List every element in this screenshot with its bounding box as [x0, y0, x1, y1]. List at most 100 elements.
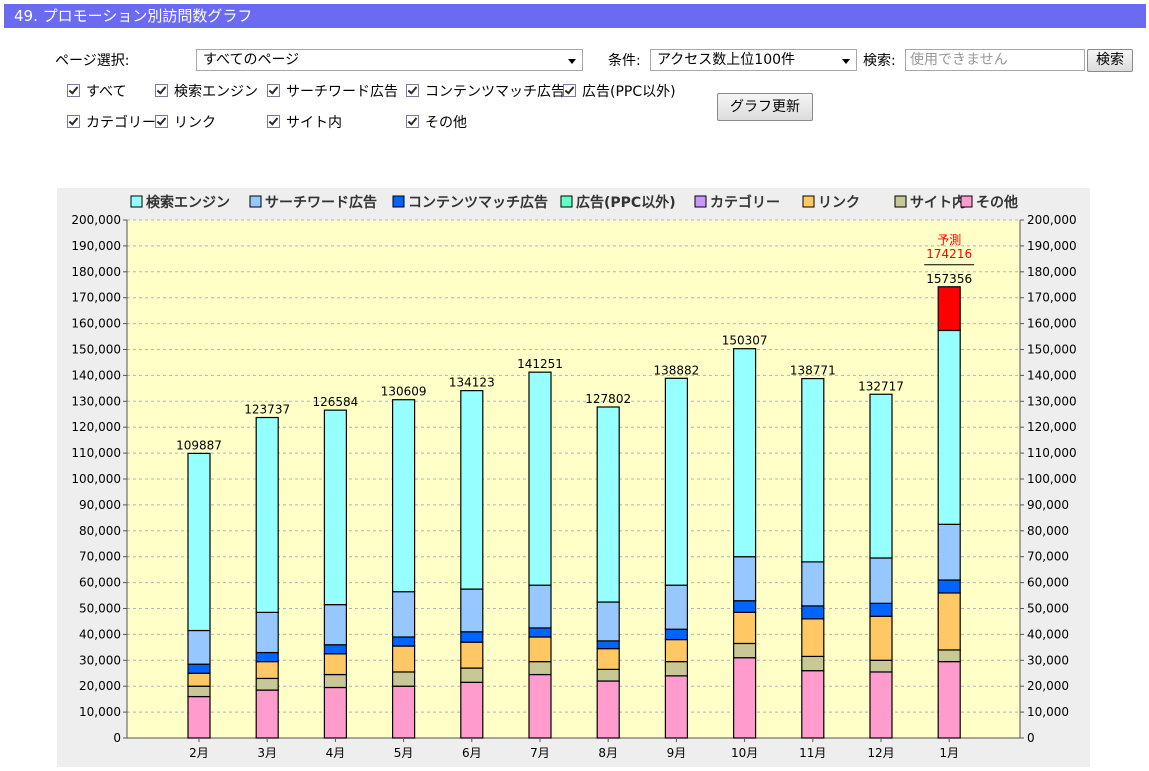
bar-segment	[187, 663, 211, 674]
bar-segment	[937, 592, 961, 651]
checkbox-label: コンテンツマッチ広告	[425, 84, 565, 100]
page-select[interactable]: すべてのページ	[196, 49, 583, 71]
bar-segment	[460, 631, 484, 643]
bar-segment	[528, 660, 552, 676]
x-tick-label: 1月	[939, 746, 959, 760]
bar-total-label: 157356	[926, 272, 972, 286]
x-tick-label: 3月	[257, 746, 277, 760]
y-tick-label-right: 80,000	[1027, 524, 1069, 538]
y-tick-label-right: 60,000	[1027, 576, 1069, 590]
legend-label: その他	[976, 194, 1018, 211]
checkbox-checked-icon	[155, 115, 168, 128]
y-tick-label: 40,000	[79, 627, 121, 641]
bar-segment	[732, 611, 757, 645]
y-tick-label-right: 20,000	[1027, 679, 1069, 693]
search-input[interactable]: 使用できません	[905, 49, 1085, 71]
y-tick-label-right: 180,000	[1027, 265, 1077, 279]
y-tick-label: 0	[113, 731, 121, 745]
checkbox-search-word-ad[interactable]: サーチワード広告	[267, 83, 398, 101]
search-button[interactable]: 検索	[1087, 49, 1133, 72]
y-tick-label-right: 200,000	[1027, 213, 1077, 227]
y-tick-label-right: 40,000	[1027, 627, 1069, 641]
checkbox-ad-non-ppc[interactable]: 広告(PPC以外)	[563, 83, 676, 101]
bar-total-label: 138771	[790, 364, 836, 378]
y-tick-label: 160,000	[71, 317, 121, 331]
bar-segment	[596, 680, 620, 739]
checkbox-label: 広告(PPC以外)	[582, 84, 676, 100]
legend-swatch	[894, 195, 907, 208]
bar-segment	[869, 659, 893, 673]
checkbox-link[interactable]: リンク	[155, 114, 216, 132]
bar-segment	[664, 377, 689, 586]
bar-total-label: 141251	[517, 357, 563, 371]
bar-total-label: 127802	[585, 392, 631, 406]
chevron-down-icon	[568, 59, 576, 64]
y-tick-label: 180,000	[71, 265, 121, 279]
bar-segment	[596, 668, 620, 682]
bar-segment	[323, 409, 347, 606]
bar-segment	[937, 579, 961, 594]
y-tick-label-right: 50,000	[1027, 602, 1069, 616]
y-tick-label: 120,000	[71, 420, 121, 434]
bar-segment	[255, 689, 279, 739]
forecast-value-label: 174216	[926, 247, 972, 261]
bar-segment	[255, 651, 279, 663]
bar-segment	[869, 393, 893, 559]
legend-swatch	[802, 195, 815, 208]
checkbox-label: リンク	[174, 115, 216, 131]
bar-total-label: 134123	[449, 376, 495, 390]
checkbox-checked-icon	[267, 84, 280, 97]
bar-segment	[801, 605, 825, 620]
y-tick-label: 110,000	[71, 446, 121, 460]
y-tick-label: 70,000	[79, 550, 121, 564]
bar-segment	[460, 390, 484, 590]
checkbox-label: すべて	[86, 84, 127, 100]
bar-segment	[528, 673, 552, 739]
checkbox-category[interactable]: カテゴリー	[67, 114, 156, 132]
legend-swatch	[130, 195, 143, 208]
checkbox-checked-icon	[563, 84, 576, 97]
bar-segment	[664, 584, 689, 630]
y-tick-label: 150,000	[71, 343, 121, 357]
bar-segment	[869, 671, 893, 739]
checkbox-all[interactable]: すべて	[67, 83, 126, 101]
y-tick-label-right: 140,000	[1027, 368, 1077, 382]
y-tick-label-right: 100,000	[1027, 472, 1077, 486]
bar-total-label: 130609	[381, 385, 427, 399]
update-graph-button[interactable]: グラフ更新	[717, 93, 813, 121]
bar-segment	[187, 672, 211, 687]
bar-segment	[801, 561, 825, 607]
checkbox-in-site[interactable]: サイト内	[267, 114, 342, 132]
bar-segment	[187, 452, 211, 632]
checkbox-label: カテゴリー	[86, 115, 156, 131]
bar-segment	[392, 591, 416, 638]
bar-segment	[801, 377, 825, 563]
checkbox-checked-icon	[67, 115, 80, 128]
y-tick-label-right: 0	[1027, 731, 1035, 745]
bar-segment	[801, 670, 825, 739]
legend-swatch	[960, 195, 973, 208]
checkbox-label: サイト内	[286, 115, 342, 131]
y-tick-label: 60,000	[79, 576, 121, 590]
checkbox-label: サーチワード広告	[286, 84, 398, 100]
page-select-label: ページ選択:	[55, 53, 130, 69]
bar-segment	[937, 523, 961, 581]
legend-label: 検索エンジン	[146, 194, 230, 211]
y-tick-label-right: 70,000	[1027, 550, 1069, 564]
page-select-value: すべてのページ	[203, 52, 300, 68]
bar-total-label: 126584	[312, 395, 358, 409]
x-tick-label: 10月	[731, 746, 758, 760]
page-title: 49. プロモーション別訪問数グラフ	[4, 4, 1146, 28]
bar-segment	[255, 660, 279, 680]
checkbox-other[interactable]: その他	[406, 114, 467, 132]
condition-select[interactable]: アクセス数上位100件	[650, 49, 857, 71]
bar-segment	[664, 638, 689, 663]
legend-label: サイト内	[910, 194, 966, 211]
checkbox-search-engine[interactable]: 検索エンジン	[155, 83, 258, 101]
bar-segment	[664, 628, 689, 641]
checkbox-content-match-ad[interactable]: コンテンツマッチ広告	[406, 83, 565, 101]
bar-segment	[392, 685, 416, 739]
bar-segment	[801, 655, 825, 672]
bar-segment	[801, 618, 825, 658]
bar-segment	[187, 685, 211, 698]
